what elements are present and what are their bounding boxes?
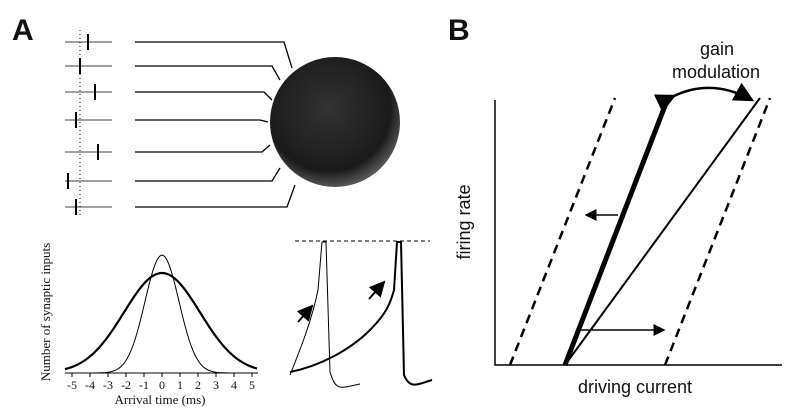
axon [135, 65, 281, 81]
gaussians [64, 254, 258, 377]
x-tick-label: 0 [159, 378, 165, 392]
x-tick-label: 4 [231, 378, 237, 392]
axon [135, 184, 296, 208]
soma [270, 57, 400, 187]
y-axis-label: Number of synaptic inputs [38, 243, 53, 381]
panel-b-plot [494, 82, 782, 366]
x-tick-label: -3 [103, 378, 113, 392]
x-tick-label: 3 [213, 378, 219, 392]
x-axis-label: driving current [578, 377, 692, 397]
x-tick-label: -5 [67, 378, 77, 392]
annotation: gain [700, 39, 734, 59]
axon [135, 144, 271, 153]
x-tick-label: -1 [139, 378, 149, 392]
gaussian [65, 254, 257, 374]
spike-trains [65, 30, 296, 215]
annotation: modulation [672, 62, 760, 82]
x-axis-label: Arrival time (ms) [115, 392, 206, 407]
axon [135, 167, 281, 182]
axon [135, 119, 269, 123]
panel-label: A [12, 14, 34, 47]
x-tick-label: 1 [177, 378, 183, 392]
panel-label: B [448, 14, 470, 47]
axon [135, 91, 273, 101]
y-axis-label: firing rate [454, 184, 474, 259]
voltage-traces [289, 240, 433, 388]
axon [135, 41, 293, 69]
gaussian [64, 271, 258, 371]
x-tick-label: 5 [249, 378, 255, 392]
x-tick-label: -2 [121, 378, 131, 392]
x-tick-label: 2 [195, 378, 201, 392]
x-tick-label: -4 [85, 378, 95, 392]
